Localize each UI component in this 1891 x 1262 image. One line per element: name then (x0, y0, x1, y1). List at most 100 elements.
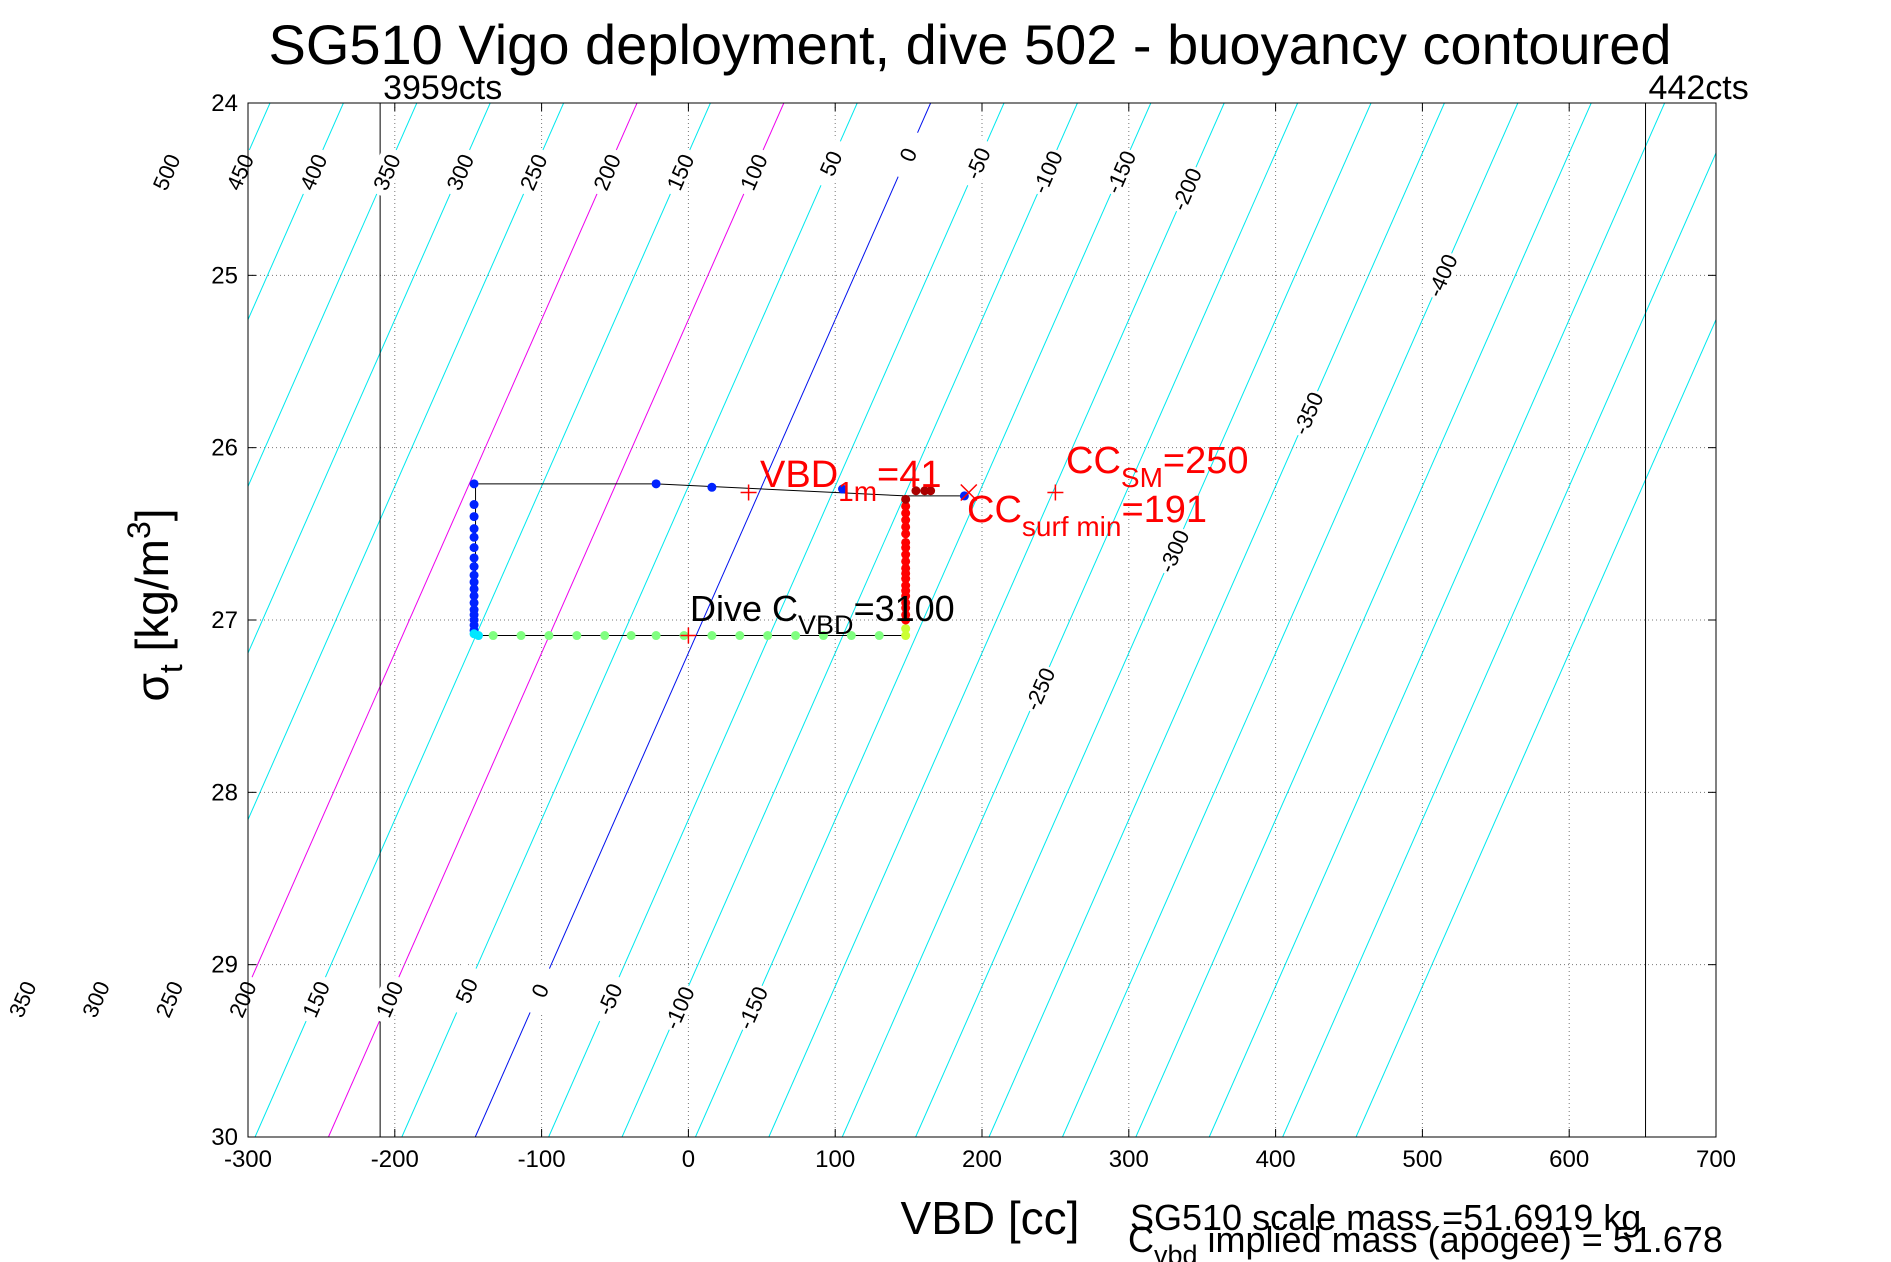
contour-label-bg (444, 963, 487, 1017)
contour-label-text: -100 (1027, 147, 1068, 197)
contour-label: 150 (294, 971, 336, 1026)
contour-label: 300 (438, 144, 480, 199)
y-tick-label: 27 (211, 607, 238, 634)
contour-label: 100 (731, 144, 774, 199)
contour-label-text: -300 (1154, 526, 1195, 576)
y-axis-label: σt [kg/m3] (121, 508, 189, 701)
annotation-dive-cvbd-base: Dive C (690, 588, 798, 629)
contour-line (621, 103, 1078, 1137)
contour-label: -100 (657, 980, 700, 1035)
y-tick-label: 29 (211, 952, 238, 979)
contour-label-bg (511, 144, 554, 199)
dive-point (469, 577, 479, 587)
x-tick-label: 500 (1402, 1146, 1442, 1173)
contour-label-bg (73, 971, 116, 1026)
contour-label-bg (518, 963, 560, 1017)
contour-line (248, 103, 638, 988)
contour-label: 50 (809, 136, 851, 190)
dive-point (901, 508, 911, 518)
reference-markers (680, 483, 1064, 644)
contour-label: -250 (1018, 661, 1060, 716)
dive-point (901, 556, 911, 566)
contour-label-bg (1420, 248, 1462, 302)
contour-labels: -400 -350 -300 -250 -200 -150 -100 -50 0 50 100 150… (0, 127, 1463, 1035)
dive-point (901, 631, 911, 641)
contour-line (248, 103, 344, 321)
y-axis-label-sub: t (153, 664, 189, 673)
dive-point (901, 537, 911, 547)
x-tick-label: 300 (1109, 1146, 1149, 1173)
x-tick-label: 400 (1256, 1146, 1296, 1173)
contour-label: 200 (220, 971, 263, 1026)
contour-line (474, 103, 932, 1137)
dive-point (901, 501, 911, 511)
contour-label: 400 (291, 144, 333, 199)
x-tick-label: 700 (1696, 1146, 1736, 1173)
dive-point (901, 550, 911, 560)
y-tick-label: 26 (211, 435, 238, 462)
counts-limit-label: 442cts (1649, 69, 1749, 107)
contour-label-bg (364, 144, 407, 199)
contour-label: -300 (1152, 523, 1195, 578)
dive-point (572, 631, 582, 641)
dive-point (874, 631, 884, 641)
dive-point (544, 631, 554, 641)
contour-label-text: -350 (1288, 388, 1329, 438)
contour-label-bg (1164, 161, 1207, 216)
contour-line (401, 103, 858, 1137)
dive-point (901, 610, 911, 620)
dive-point (469, 562, 479, 572)
annotation-vbd-1m: VBD1m=41 (760, 454, 942, 507)
dive-point (901, 563, 911, 573)
dive-point (901, 598, 911, 608)
contour-label: 250 (511, 144, 554, 199)
contour-label: 100 (367, 971, 409, 1026)
annotation-cc-surf-min-value: =191 (1121, 489, 1207, 531)
annotation-vbd-1m-base: VBD (760, 454, 838, 496)
dive-point (488, 631, 498, 641)
contour-label-bg (657, 980, 699, 1035)
dive-point (901, 494, 911, 504)
x-tick-label: -300 (224, 1146, 272, 1173)
contour-label-bg (144, 144, 187, 199)
dive-point (838, 484, 848, 494)
contour-label-text: -150 (733, 983, 774, 1033)
contour-label: 250 (147, 971, 189, 1026)
dive-point (735, 631, 745, 641)
contour-label: -50 (955, 136, 998, 190)
plus-marker (740, 484, 757, 501)
contour-label-bg (1286, 385, 1328, 440)
dive-point (707, 482, 717, 492)
chart-title: SG510 Vigo deployment, dive 502 - buoyan… (268, 13, 1671, 76)
x-tick-label: 0 (682, 1146, 695, 1173)
annotation-cc-surf-min-base: CC (967, 489, 1022, 531)
contour-label-text: -150 (1101, 147, 1142, 197)
dive-point (469, 543, 479, 553)
dive-point (901, 515, 911, 525)
contour-label: 150 (658, 144, 700, 199)
contour-label-bg (658, 144, 700, 199)
contour-label-bg (587, 971, 630, 1026)
x-tick-label: -100 (518, 1146, 566, 1173)
annotation-dive-cvbd-value: =3100 (854, 588, 955, 629)
y-tick-label: 28 (211, 779, 238, 806)
contour-line (248, 103, 418, 488)
contour-label: 0 (518, 963, 560, 1017)
contour-label: 200 (585, 144, 627, 199)
contour-label-bg (809, 136, 851, 190)
dive-point (469, 532, 479, 542)
annotation-dive-cvbd: Dive CVBD=3100 (690, 588, 955, 640)
contour-label-bg (367, 971, 409, 1026)
contour-label-bg (585, 144, 627, 199)
contour-label-bg (147, 971, 189, 1026)
dive-points (469, 479, 969, 641)
contour-label: 500 (144, 144, 187, 199)
dive-point (901, 624, 911, 634)
contour-label: -150 (730, 980, 774, 1035)
dive-point (818, 631, 828, 641)
contour-label-bg (886, 127, 928, 182)
dive-point (469, 584, 479, 594)
contour-line (1282, 151, 1716, 1137)
x-tick-label: 200 (962, 1146, 1002, 1173)
